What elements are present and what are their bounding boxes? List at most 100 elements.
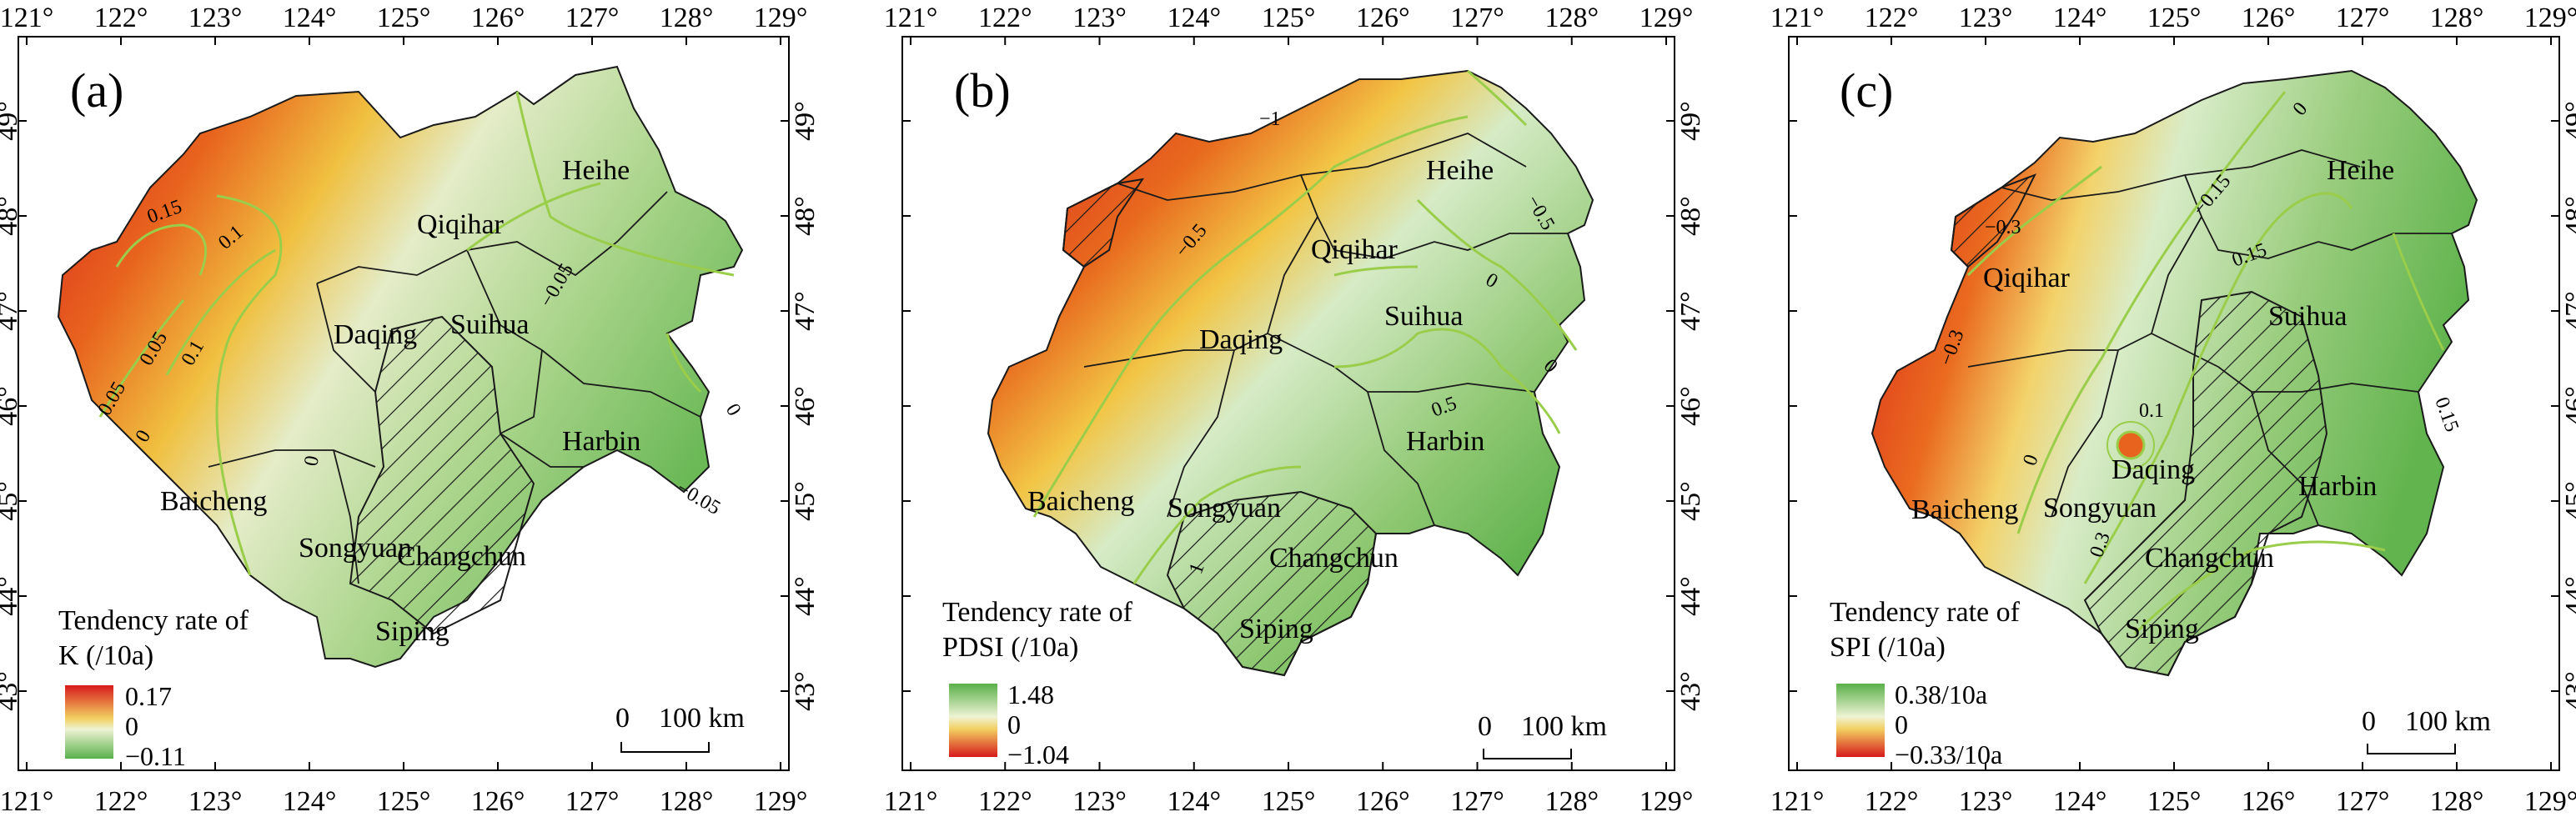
lon-tick-label-bottom: 127° <box>1450 786 1504 817</box>
city-label-siping: Siping <box>2125 614 2199 644</box>
lon-tick-label-bottom: 125° <box>2147 786 2202 817</box>
lon-tick-label-bottom: 122° <box>94 786 148 817</box>
lon-tick-label-top: 122° <box>978 3 1032 33</box>
lon-tick-label-top: 122° <box>94 3 148 33</box>
scale-bar: 0 100 km <box>615 703 745 753</box>
contour-label: −0.05 <box>673 478 724 519</box>
city-label-heihe: Heihe <box>2327 155 2394 186</box>
lon-tick-label-bottom: 126° <box>1356 786 1410 817</box>
significance-hatch <box>349 315 535 635</box>
lon-tick-label-bottom: 124° <box>1167 786 1221 817</box>
legend-min: −1.04 <box>1007 739 1069 769</box>
lat-tick-label-right: 49° <box>2560 101 2576 141</box>
city-label-daqing: Daqing <box>334 319 417 350</box>
city-label-qiqihar: Qiqihar <box>417 209 505 240</box>
city-label-harbin: Harbin <box>562 426 640 457</box>
lat-tick-label-right: 46° <box>2560 386 2576 426</box>
panel-letter: (b) <box>954 63 1011 118</box>
lat-tick-label-right: 44° <box>790 576 821 616</box>
lat-tick-label-left: 49° <box>0 101 23 141</box>
city-label-baicheng: Baicheng <box>1027 486 1134 517</box>
panel-letter: (a) <box>70 63 123 118</box>
lon-tick-label-top: 121° <box>884 3 938 33</box>
lon-tick-label-bottom: 128° <box>2430 786 2484 817</box>
lon-tick-label-top: 124° <box>1167 3 1221 33</box>
scale-distance: 100 km <box>659 703 745 734</box>
city-label-suihua: Suihua <box>2268 301 2347 332</box>
city-label-qiqihar: Qiqihar <box>1311 234 1398 265</box>
legend-color-ramp <box>949 684 997 757</box>
scale-distance: 100 km <box>2405 706 2491 737</box>
lat-tick-label-right: 44° <box>2560 576 2576 616</box>
scale-bar: 0 100 km <box>2362 706 2491 754</box>
lon-tick-label-bottom: 128° <box>660 786 714 817</box>
city-label-heihe: Heihe <box>562 155 630 186</box>
lat-tick-label-left: 43° <box>0 671 23 711</box>
contour-label: 0 <box>300 454 324 468</box>
legend-title-line2: PDSI (/10a) <box>942 632 1078 663</box>
city-label-qiqihar: Qiqihar <box>1983 263 2071 293</box>
lat-tick-label-right: 45° <box>1675 481 1706 521</box>
lon-tick-label-bottom: 123° <box>188 786 243 817</box>
graticule-labels: 121° 121° 122° 122° 123° 123° 124° 124° 125° 125°… <box>0 3 2576 817</box>
admin-boundaries <box>1967 149 2452 526</box>
lon-tick-label-top: 128° <box>1544 3 1599 33</box>
panel-a: 0.15 0.1 0.05 0 −0.05 −0.05 0 0.05 0.1 0… <box>18 36 790 771</box>
lon-tick-label-top: 122° <box>1865 3 1919 33</box>
lon-tick-label-top: 123° <box>1959 3 2013 33</box>
lat-tick-label-left: 44° <box>0 576 23 616</box>
city-labels: Heihe Qiqihar Daqing Suihua Harbin Baich… <box>160 155 640 647</box>
legend-title-line1: Tendency rate of <box>942 597 1133 628</box>
city-label-heihe: Heihe <box>1426 155 1494 186</box>
lon-tick-label-bottom: 124° <box>283 786 337 817</box>
city-label-songyuan: Songyuan <box>2043 493 2157 524</box>
lat-tick-label-right: 49° <box>790 101 821 141</box>
city-label-baicheng: Baicheng <box>1911 494 2018 525</box>
city-label-songyuan: Songyuan <box>1167 493 1281 524</box>
lon-tick-label-bottom: 126° <box>2242 786 2296 817</box>
legend-title-line1: Tendency rate of <box>58 605 249 636</box>
lon-tick-label-bottom: 122° <box>978 786 1032 817</box>
city-label-songyuan: Songyuan <box>299 533 412 564</box>
lon-tick-label-bottom: 129° <box>2524 786 2576 817</box>
lon-tick-label-bottom: 121° <box>884 786 938 817</box>
lon-tick-label-bottom: 127° <box>565 786 620 817</box>
contour-lines <box>98 91 735 576</box>
lon-tick-label-top: 123° <box>188 3 243 33</box>
legend-max: 0.38/10a <box>1895 679 1987 709</box>
lon-tick-label-top: 121° <box>1770 3 1825 33</box>
lon-tick-label-top: 125° <box>2147 3 2202 33</box>
lat-tick-label-right: 46° <box>790 386 821 426</box>
admin-boundaries <box>208 191 701 584</box>
city-labels: Heihe Qiqihar Suihua Daqing Harbin Baich… <box>1027 155 1494 644</box>
lat-tick-label-right: 45° <box>2560 481 2576 521</box>
city-label-changchun: Changchun <box>397 541 526 572</box>
contour-lines <box>1966 91 2445 635</box>
legend: Tendency rate of PDSI (/10a) 1.48 0 −1.0… <box>942 597 1133 769</box>
contour-label: −0.3 <box>1985 217 2021 238</box>
city-label-suihua: Suihua <box>1384 301 1463 332</box>
scale-zero: 0 <box>615 703 630 734</box>
lat-tick-label-right: 47° <box>790 291 821 331</box>
scale-zero: 0 <box>2362 706 2376 737</box>
lat-tick-label-right: 46° <box>1675 386 1706 426</box>
legend-title-line1: Tendency rate of <box>1830 597 2021 628</box>
legend-min: −0.33/10a <box>1895 739 2002 769</box>
significance-hatch <box>1950 173 2037 268</box>
lon-tick-label-top: 129° <box>2524 3 2576 33</box>
lat-tick-label-left: 45° <box>0 481 23 521</box>
legend-mid: 0 <box>1007 709 1021 739</box>
panel-b: −1 −0.5 −0.5 0 0.5 1 0 Heihe Qiqihar Sui… <box>901 36 1675 771</box>
lat-tick-label-left: 48° <box>0 196 23 236</box>
lon-tick-label-top: 129° <box>754 3 808 33</box>
lon-tick-label-top: 126° <box>471 3 525 33</box>
lon-tick-label-bottom: 121° <box>0 786 53 817</box>
lat-tick-label-right: 43° <box>2560 671 2576 711</box>
significance-hatch <box>1062 178 1145 268</box>
lon-tick-label-top: 121° <box>0 3 53 33</box>
lon-tick-label-top: 125° <box>377 3 431 33</box>
lon-tick-label-top: 123° <box>1072 3 1127 33</box>
lon-tick-label-bottom: 128° <box>1544 786 1599 817</box>
lat-tick-label-right: 44° <box>1675 576 1706 616</box>
